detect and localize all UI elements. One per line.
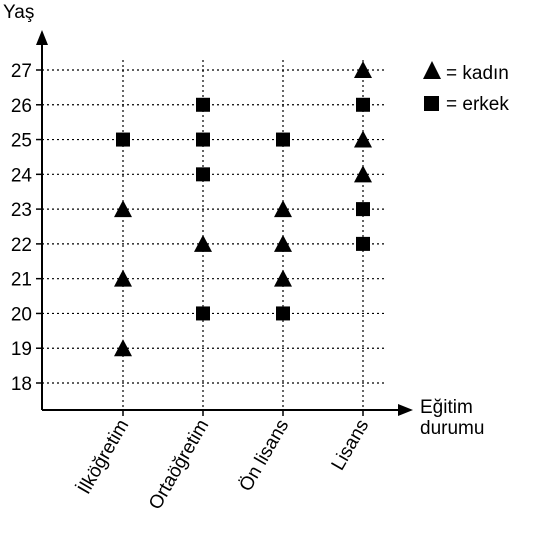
x-tick-label: Lisans xyxy=(328,416,374,474)
y-tick-label: 23 xyxy=(11,200,32,221)
triangle-point xyxy=(354,61,372,78)
y-tick-label: 24 xyxy=(11,165,33,186)
legend-label-erkek: = erkek xyxy=(446,94,509,115)
x-tick-label: Ortaöğretim xyxy=(145,416,213,513)
triangle-point xyxy=(114,339,132,357)
y-axis-label: Yaş xyxy=(3,2,34,23)
y-tick-label: 26 xyxy=(11,96,32,117)
y-tick-label: 19 xyxy=(11,339,32,360)
triangle-point xyxy=(114,200,132,218)
x-tick-label: Ön lisans xyxy=(236,416,294,495)
grid-lines xyxy=(42,60,385,410)
triangle-point xyxy=(354,130,372,148)
legend-triangle-icon xyxy=(423,61,441,79)
square-point xyxy=(196,167,210,182)
square-point xyxy=(196,97,210,112)
triangle-point xyxy=(274,200,292,218)
y-tick-label: 20 xyxy=(11,304,32,325)
square-point xyxy=(356,236,370,251)
square-point xyxy=(116,132,130,147)
legend-label-kadin: = kadın xyxy=(446,63,509,84)
triangle-point xyxy=(114,269,132,287)
tick-labels: 18 19 20 21 22 23 24 25 26 27 İlköğretim Ortaöğreti… xyxy=(11,61,373,513)
data-points xyxy=(114,61,372,357)
x-axis-label-line-2: durumu xyxy=(420,418,484,439)
square-point xyxy=(356,202,370,217)
square-point xyxy=(276,306,290,321)
triangle-point xyxy=(194,234,212,252)
x-axis-label-line-1: Eğitim xyxy=(420,397,473,418)
y-tick-label: 18 xyxy=(11,374,32,395)
axes xyxy=(36,30,413,416)
y-tick-label: 25 xyxy=(11,131,32,152)
x-tick-label: İlköğretim xyxy=(74,416,133,498)
triangle-point xyxy=(274,269,292,287)
y-axis-arrow xyxy=(36,30,48,45)
y-tick-label: 21 xyxy=(11,270,32,291)
legend: = kadın = erkek xyxy=(423,61,509,115)
square-point xyxy=(276,132,290,147)
y-tick-label: 27 xyxy=(11,61,32,82)
legend-square-icon xyxy=(424,96,439,111)
triangle-point xyxy=(354,165,372,183)
square-point xyxy=(356,97,370,112)
square-point xyxy=(196,306,210,321)
y-tick-label: 22 xyxy=(11,235,32,256)
square-point xyxy=(196,132,210,147)
triangle-point xyxy=(274,234,292,252)
x-axis-arrow xyxy=(398,404,413,416)
